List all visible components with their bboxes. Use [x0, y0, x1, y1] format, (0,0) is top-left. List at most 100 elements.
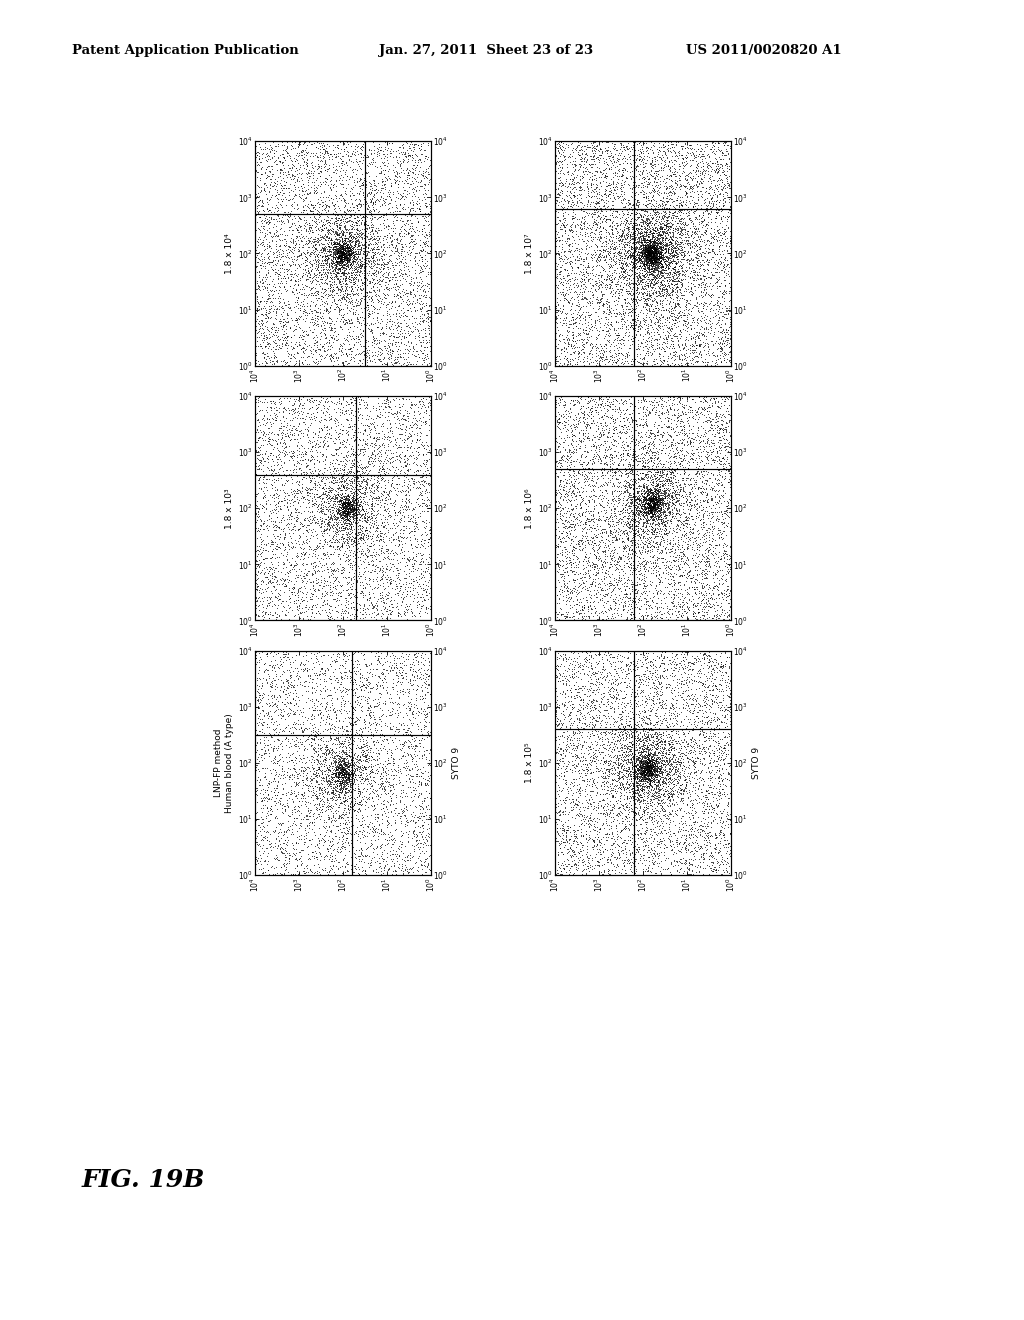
Point — [593, 602, 609, 623]
Point — [252, 744, 268, 766]
Point — [663, 721, 679, 742]
Point — [682, 318, 698, 339]
Point — [263, 532, 280, 553]
Point — [645, 181, 662, 202]
Point — [396, 742, 413, 763]
Point — [408, 334, 424, 355]
Point — [409, 678, 425, 700]
Point — [589, 292, 605, 313]
Point — [685, 143, 701, 164]
Point — [288, 685, 304, 706]
Point — [582, 224, 598, 246]
Point — [683, 352, 699, 374]
Point — [654, 652, 671, 673]
Point — [645, 199, 662, 220]
Point — [637, 750, 653, 771]
Point — [666, 355, 682, 376]
Point — [643, 389, 659, 411]
Point — [275, 312, 292, 333]
Point — [682, 863, 698, 884]
Point — [585, 605, 601, 626]
Point — [403, 268, 420, 289]
Point — [697, 799, 714, 820]
Point — [359, 471, 376, 492]
Point — [319, 459, 336, 480]
Point — [638, 422, 654, 444]
Point — [601, 215, 617, 236]
Point — [358, 519, 375, 540]
Point — [639, 242, 655, 263]
Point — [707, 648, 723, 669]
Point — [286, 296, 302, 317]
Point — [637, 276, 653, 297]
Point — [394, 548, 411, 569]
Point — [391, 312, 408, 333]
Point — [671, 490, 687, 511]
Point — [718, 450, 734, 471]
Point — [622, 433, 638, 454]
Point — [711, 561, 727, 582]
Point — [668, 165, 684, 186]
Point — [695, 461, 712, 482]
Point — [664, 191, 680, 213]
Point — [555, 603, 571, 624]
Point — [398, 554, 415, 576]
Point — [274, 432, 291, 453]
Point — [651, 355, 668, 376]
Point — [264, 694, 281, 715]
Point — [657, 430, 674, 451]
Point — [644, 775, 660, 796]
Point — [342, 338, 358, 359]
Point — [617, 265, 634, 286]
Point — [641, 467, 657, 488]
Point — [645, 490, 662, 511]
Point — [338, 232, 354, 253]
Point — [358, 339, 375, 360]
Point — [593, 742, 609, 763]
Point — [598, 451, 614, 473]
Point — [561, 541, 578, 562]
Point — [663, 273, 679, 294]
Point — [335, 764, 351, 785]
Point — [641, 445, 657, 466]
Point — [659, 595, 676, 616]
Point — [346, 248, 362, 269]
Point — [336, 446, 352, 467]
Point — [637, 297, 653, 318]
Point — [351, 780, 368, 801]
Point — [698, 832, 715, 853]
Point — [337, 777, 353, 799]
Point — [335, 451, 351, 473]
Point — [658, 197, 675, 218]
Point — [351, 667, 368, 688]
Point — [631, 512, 647, 533]
Point — [698, 539, 715, 560]
Point — [651, 244, 668, 265]
Point — [339, 247, 355, 268]
Point — [639, 755, 655, 776]
Point — [632, 759, 648, 780]
Point — [655, 771, 672, 792]
Point — [672, 209, 688, 230]
Point — [279, 686, 295, 708]
Point — [607, 770, 624, 791]
Point — [291, 240, 307, 261]
Point — [640, 248, 656, 269]
Point — [379, 417, 395, 438]
Point — [551, 734, 567, 755]
Point — [562, 581, 579, 602]
Point — [347, 300, 364, 321]
Point — [360, 194, 377, 215]
Point — [365, 569, 381, 590]
Point — [605, 521, 622, 543]
Point — [341, 771, 357, 792]
Point — [647, 577, 664, 598]
Point — [645, 214, 662, 235]
Point — [307, 230, 324, 251]
Point — [591, 178, 607, 199]
Point — [651, 242, 668, 263]
Point — [684, 440, 700, 461]
Point — [394, 388, 411, 409]
Point — [653, 498, 670, 519]
Point — [662, 820, 678, 841]
